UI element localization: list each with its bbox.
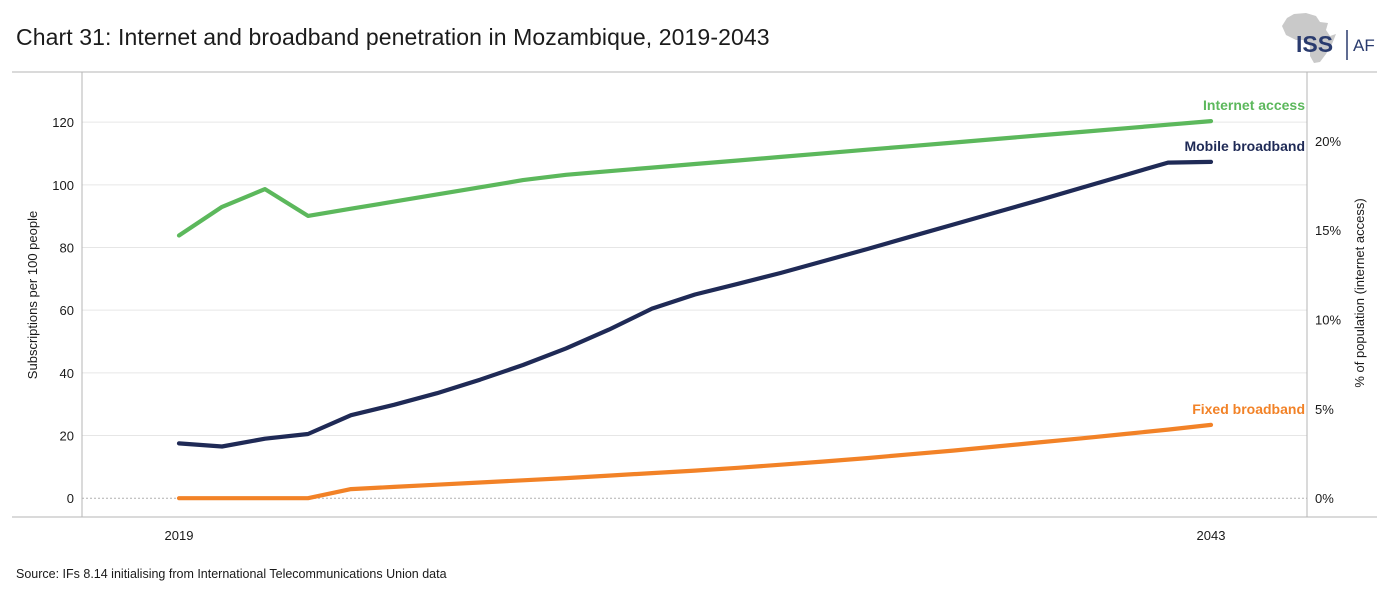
y-tick-label: 60	[60, 303, 74, 318]
y-tick-label: 20	[60, 429, 74, 444]
y-tick-label: 40	[60, 366, 74, 381]
iss-afi-logo: ISS AFI	[1276, 10, 1379, 66]
fixed-broadband-label: Fixed broadband	[1192, 401, 1305, 417]
axes: 0 20 40 60 80 100 120 0% 5% 10% 15% 20% 2019 2043	[12, 72, 1377, 543]
afi-logo-text: AFI	[1353, 36, 1376, 55]
y2-tick-label: 0%	[1315, 491, 1334, 506]
y-tick-label: 0	[67, 491, 74, 506]
fixed-broadband-line	[176, 422, 1214, 501]
y2-axis-title: % of population (internet access)	[1352, 198, 1367, 387]
mobile-broadband-line	[176, 159, 1214, 449]
chart-title: Chart 31: Internet and broadband penetra…	[16, 24, 770, 50]
y2-tick-label: 10%	[1315, 313, 1341, 328]
internet-access-label: Internet access	[1203, 97, 1305, 113]
africa-map-icon	[1282, 13, 1336, 63]
internet-access-line	[176, 118, 1214, 238]
y2-tick-label: 5%	[1315, 402, 1334, 417]
y-tick-label: 100	[52, 178, 74, 193]
mobile-broadband-label: Mobile broadband	[1184, 138, 1305, 154]
y-tick-label: 120	[52, 115, 74, 130]
y-tick-label: 80	[60, 240, 74, 255]
y2-tick-label: 15%	[1315, 223, 1341, 238]
source-note: Source: IFs 8.14 initialising from Inter…	[16, 567, 447, 581]
y-axis-title: Subscriptions per 100 people	[25, 211, 40, 379]
x-tick-label: 2019	[165, 528, 194, 543]
series-labels: Internet access Mobile broadband Fixed bro…	[1184, 97, 1305, 417]
x-tick-label: 2043	[1197, 528, 1226, 543]
gridlines	[82, 121, 1307, 499]
y2-tick-label: 20%	[1315, 134, 1341, 149]
series-lines	[176, 118, 1214, 501]
iss-logo-text: ISS	[1296, 31, 1333, 57]
